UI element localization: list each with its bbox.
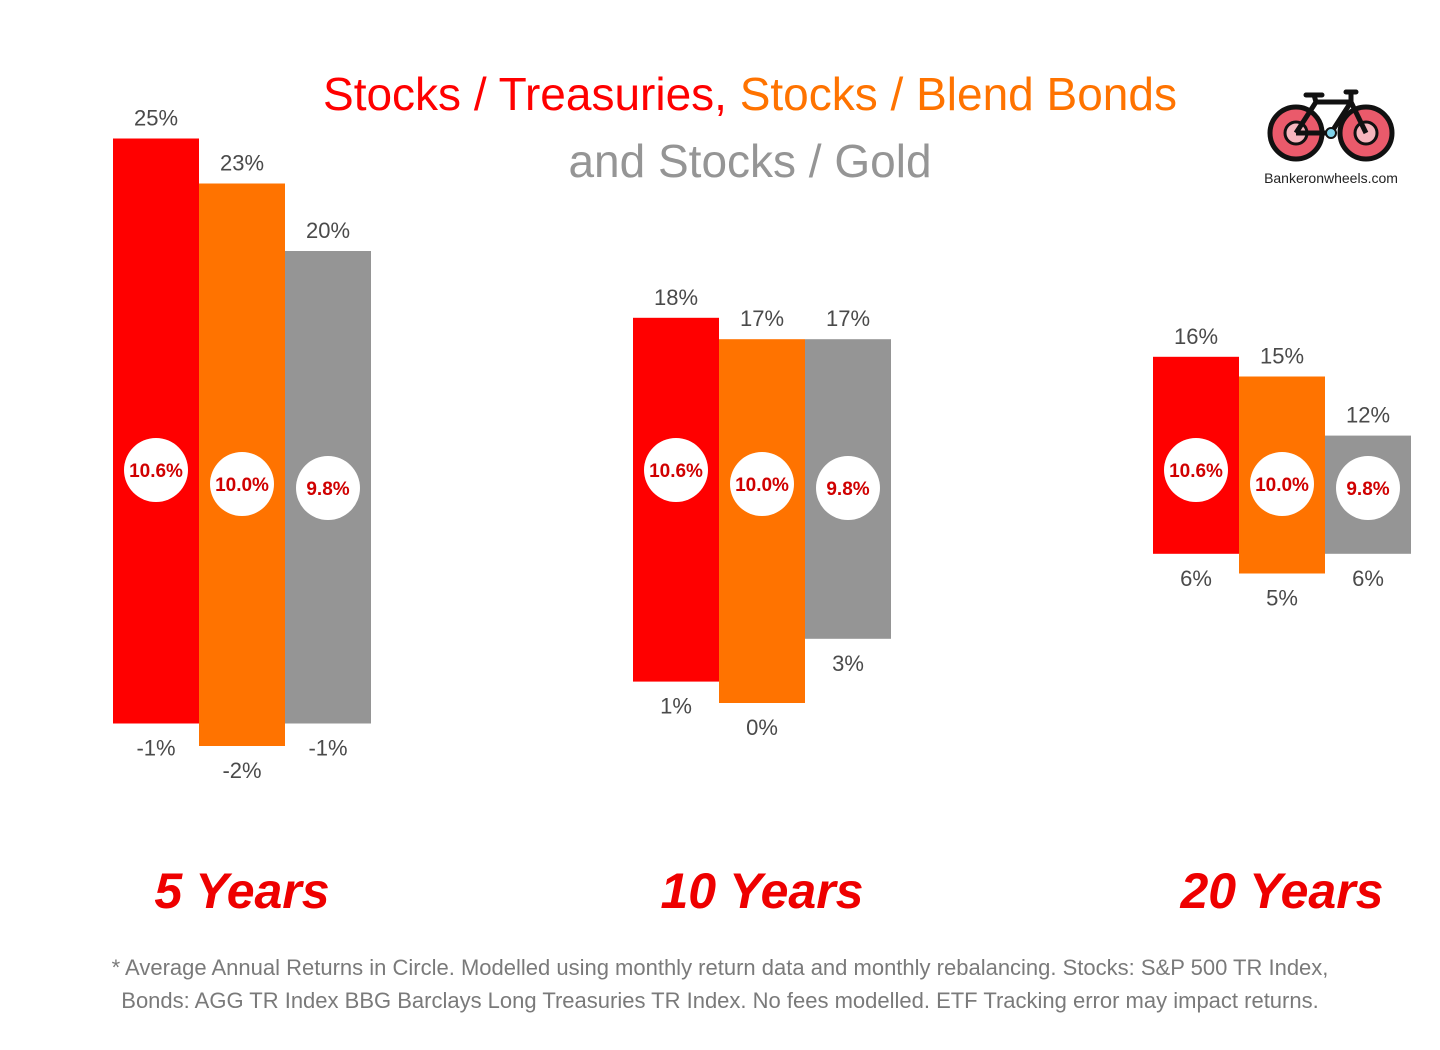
period-label-3: 20 Years	[1180, 863, 1384, 919]
bicycle-icon	[1267, 89, 1395, 162]
period-label-2: 10 Years	[661, 863, 864, 919]
bar-stocks_blend_bonds-2	[719, 339, 805, 703]
high-label-stocks_treasuries-1: 25%	[134, 106, 178, 131]
high-label-stocks_blend_bonds-1: 23%	[220, 151, 264, 176]
average-circle-stocks_treasuries-3	[1164, 438, 1228, 502]
low-label-stocks_gold-1: -1%	[308, 736, 347, 761]
high-label-stocks_gold-2: 17%	[826, 306, 870, 331]
average-circle-stocks_gold-2	[816, 456, 880, 520]
average-circle-stocks_blend_bonds-3	[1250, 452, 1314, 516]
low-label-stocks_blend_bonds-1: -2%	[222, 758, 261, 783]
high-label-stocks_treasuries-2: 18%	[654, 285, 698, 310]
chart-title-line-1: Stocks / Treasuries, Stocks / Blend Bond…	[0, 66, 1440, 122]
footnote-line-2: Bonds: AGG TR Index BBG Barclays Long Tr…	[121, 988, 1319, 1013]
average-label-stocks_gold-1: 9.8%	[306, 479, 349, 500]
period-label-1: 5 Years	[154, 863, 329, 919]
low-label-stocks_treasuries-1: -1%	[136, 736, 175, 761]
average-circle-stocks_gold-1	[296, 456, 360, 520]
range-chart: 25% -1% 10.6% 23% -2% 10.0% 20% -1% 9.8% 5 Years 1…	[113, 106, 1411, 919]
low-label-stocks_gold-3: 6%	[1352, 566, 1384, 591]
high-label-stocks_blend_bonds-3: 15%	[1260, 344, 1304, 369]
low-label-stocks_blend_bonds-3: 5%	[1266, 586, 1298, 611]
high-label-stocks_treasuries-3: 16%	[1174, 324, 1218, 349]
chart-title-line-2: and Stocks / Gold	[0, 133, 1440, 189]
low-label-stocks_gold-2: 3%	[832, 651, 864, 676]
low-label-stocks_blend_bonds-2: 0%	[746, 715, 778, 740]
average-label-stocks_treasuries-3: 10.6%	[1169, 461, 1223, 482]
average-label-stocks_gold-2: 9.8%	[826, 479, 869, 500]
average-circle-stocks_treasuries-1	[124, 438, 188, 502]
average-label-stocks_blend_bonds-3: 10.0%	[1255, 475, 1309, 496]
average-label-stocks_blend_bonds-1: 10.0%	[215, 475, 269, 496]
average-label-stocks_gold-3: 9.8%	[1346, 479, 1389, 500]
title-stocks-blend-bonds: Stocks / Blend Bonds	[739, 68, 1177, 120]
average-label-stocks_treasuries-2: 10.6%	[649, 461, 703, 482]
average-circle-stocks_blend_bonds-2	[730, 452, 794, 516]
high-label-stocks_blend_bonds-2: 17%	[740, 306, 784, 331]
low-label-stocks_treasuries-3: 6%	[1180, 566, 1212, 591]
logo-text: Bankeronwheels.com	[1264, 170, 1398, 186]
average-circle-stocks_blend_bonds-1	[210, 452, 274, 516]
title-stocks-gold: and Stocks / Gold	[568, 135, 932, 187]
footnote-line-1: * Average Annual Returns in Circle. Mode…	[111, 955, 1329, 980]
average-circle-stocks_treasuries-2	[644, 438, 708, 502]
high-label-stocks_gold-1: 20%	[306, 218, 350, 243]
average-label-stocks_blend_bonds-2: 10.0%	[735, 475, 789, 496]
average-circle-stocks_gold-3	[1336, 456, 1400, 520]
title-stocks-treasuries: Stocks / Treasuries,	[323, 68, 727, 120]
high-label-stocks_gold-3: 12%	[1346, 403, 1390, 428]
average-label-stocks_treasuries-1: 10.6%	[129, 461, 183, 482]
low-label-stocks_treasuries-2: 1%	[660, 694, 692, 719]
bar-stocks_treasuries-1	[113, 138, 199, 724]
